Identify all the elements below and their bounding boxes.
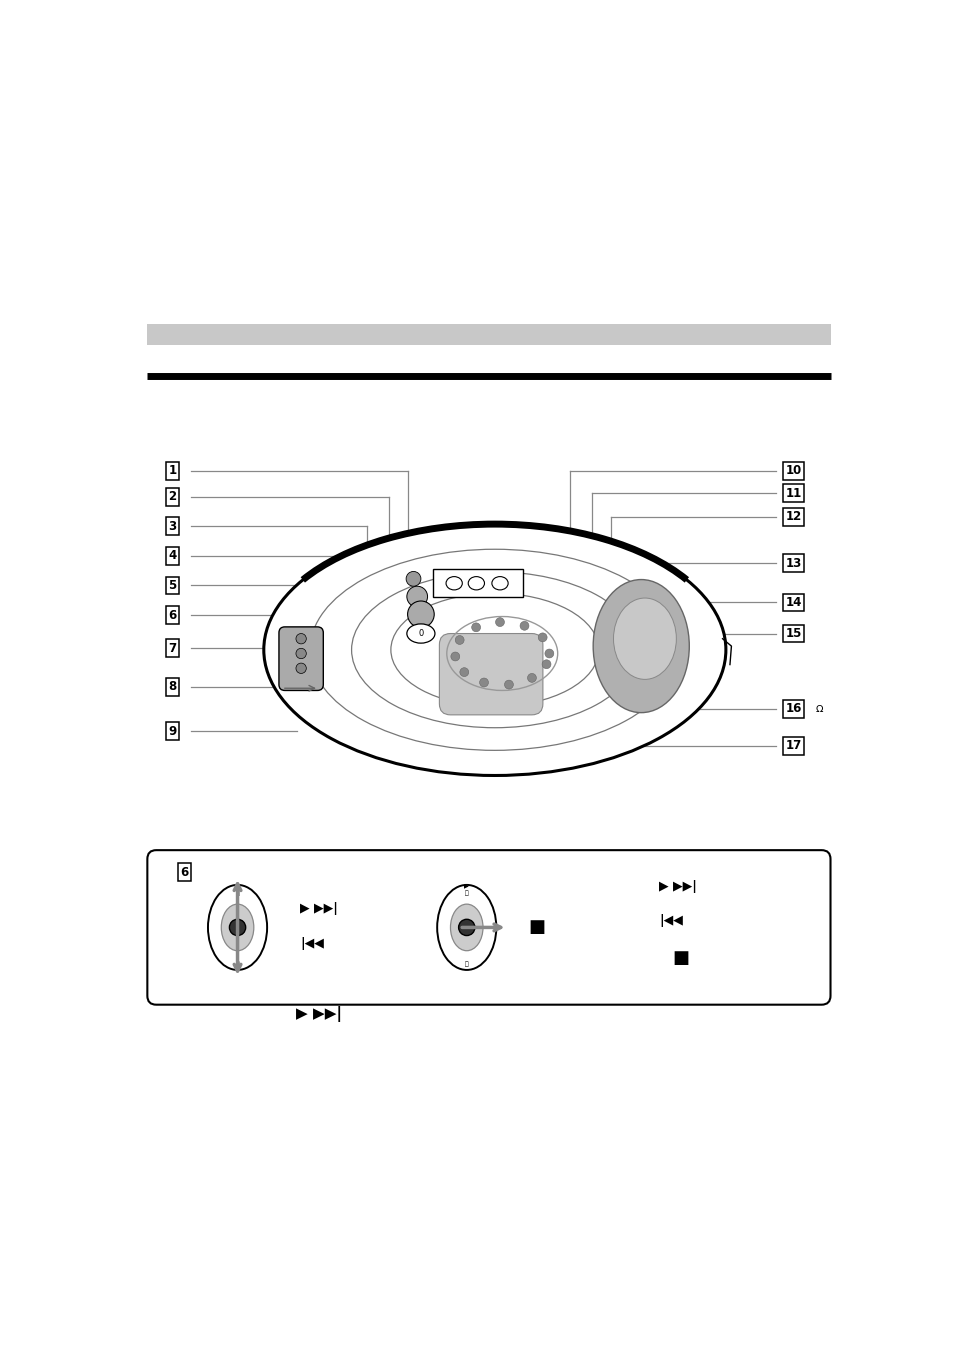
Circle shape — [229, 919, 246, 935]
Text: 8: 8 — [168, 680, 176, 693]
FancyBboxPatch shape — [433, 569, 522, 597]
FancyBboxPatch shape — [147, 849, 830, 1004]
Circle shape — [295, 634, 306, 643]
Circle shape — [495, 617, 504, 627]
Circle shape — [458, 919, 475, 935]
Text: 15: 15 — [784, 627, 801, 641]
Text: ⏮: ⏮ — [464, 962, 468, 968]
Circle shape — [479, 678, 488, 687]
Circle shape — [527, 673, 536, 683]
Text: ▶ ▶▶|: ▶ ▶▶| — [659, 879, 696, 893]
Circle shape — [519, 622, 528, 630]
Text: 13: 13 — [784, 556, 801, 570]
Text: 17: 17 — [784, 740, 801, 752]
Text: 11: 11 — [784, 487, 801, 499]
Circle shape — [504, 680, 513, 689]
Circle shape — [544, 649, 554, 658]
Ellipse shape — [436, 885, 496, 970]
FancyBboxPatch shape — [147, 324, 830, 345]
Circle shape — [295, 664, 306, 673]
FancyBboxPatch shape — [278, 627, 323, 691]
Circle shape — [407, 601, 434, 628]
Text: 6: 6 — [180, 866, 189, 879]
Ellipse shape — [613, 598, 676, 680]
Text: ▶
⏭: ▶ ⏭ — [235, 885, 239, 896]
Text: 12: 12 — [784, 510, 801, 524]
Text: ■: ■ — [528, 919, 545, 936]
Text: 6: 6 — [168, 608, 176, 622]
Circle shape — [455, 635, 463, 645]
Ellipse shape — [221, 904, 253, 951]
Text: 5: 5 — [168, 579, 176, 592]
Text: 16: 16 — [784, 703, 801, 715]
Text: 7: 7 — [169, 642, 176, 655]
Ellipse shape — [446, 577, 462, 590]
Circle shape — [295, 649, 306, 658]
Text: 2: 2 — [169, 490, 176, 503]
Ellipse shape — [264, 524, 725, 775]
Text: ▶
⏭: ▶ ⏭ — [464, 885, 469, 896]
Text: ■: ■ — [672, 949, 689, 966]
Circle shape — [537, 632, 546, 642]
Text: ▶ ▶▶|: ▶ ▶▶| — [300, 902, 338, 916]
Circle shape — [406, 586, 427, 607]
Text: 10: 10 — [784, 464, 801, 478]
Ellipse shape — [593, 579, 689, 712]
Text: |◀◀: |◀◀ — [659, 915, 682, 927]
Text: Ω: Ω — [815, 704, 822, 714]
Text: 3: 3 — [169, 520, 176, 533]
Text: ▶ ▶▶|: ▶ ▶▶| — [295, 1007, 341, 1022]
Text: ⏮: ⏮ — [235, 962, 239, 968]
Circle shape — [459, 668, 468, 677]
Text: |◀◀: |◀◀ — [300, 938, 324, 950]
Text: 1: 1 — [169, 464, 176, 478]
Circle shape — [406, 571, 420, 586]
Ellipse shape — [468, 577, 484, 590]
Circle shape — [541, 660, 551, 669]
Ellipse shape — [406, 624, 435, 643]
FancyBboxPatch shape — [439, 634, 542, 715]
Ellipse shape — [450, 904, 482, 951]
Text: 4: 4 — [168, 550, 176, 562]
Circle shape — [451, 653, 459, 661]
Text: 0: 0 — [417, 630, 423, 638]
Ellipse shape — [208, 885, 267, 970]
Circle shape — [471, 623, 480, 632]
Ellipse shape — [492, 577, 508, 590]
Text: 14: 14 — [784, 596, 801, 609]
Text: 9: 9 — [168, 725, 176, 738]
